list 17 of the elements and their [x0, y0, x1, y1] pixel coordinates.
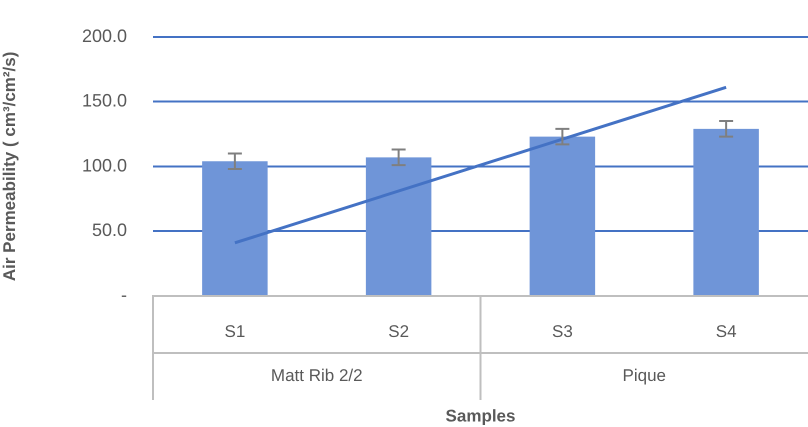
y-axis-title: Air Permeability ( cm³/cm²/s)	[0, 52, 19, 282]
text: Pique	[622, 366, 666, 386]
x-tick-label: S4	[716, 322, 737, 341]
y-tick-label: -	[121, 284, 127, 305]
y-tick-label: 200.0	[82, 26, 127, 46]
y-tick-label: 100.0	[82, 155, 127, 176]
y-tick-label: 50.0	[92, 220, 127, 240]
y-tick-label: 150.0	[82, 90, 127, 111]
x-tick-label: S1	[224, 322, 246, 341]
x-tick-label: S2	[388, 322, 410, 341]
bar	[366, 157, 432, 295]
bar	[530, 136, 596, 295]
x-axis-title: Samples	[446, 406, 516, 426]
x-tick-label: S3	[552, 322, 573, 341]
text: Matt Rib 2/2	[270, 366, 363, 386]
bar	[202, 161, 268, 295]
bar	[693, 128, 759, 295]
